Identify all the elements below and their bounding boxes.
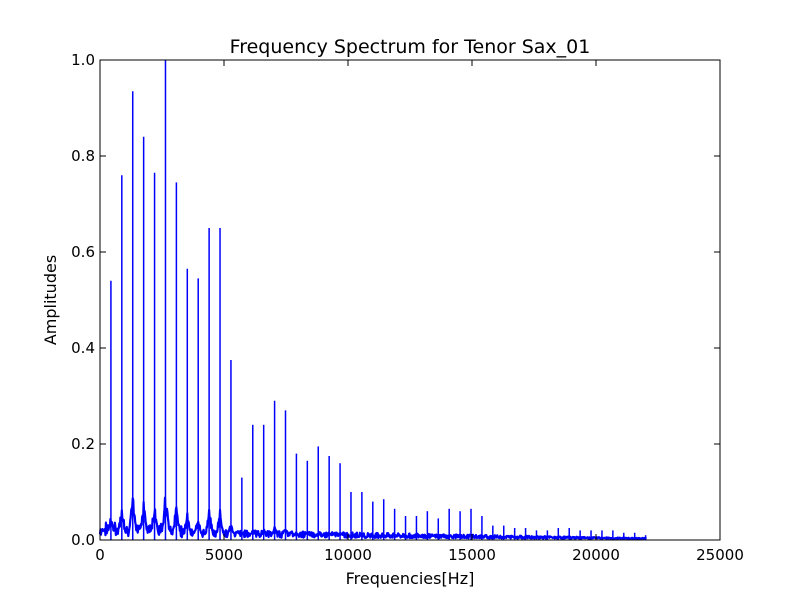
- y-axis-label: Amplitudes: [41, 255, 60, 345]
- plot-area: [98, 60, 648, 540]
- x-tick-label: 15000: [448, 546, 496, 564]
- y-tick-label: 0.2: [71, 435, 95, 453]
- chart-title: Frequency Spectrum for Tenor Sax_01: [230, 36, 591, 58]
- y-tick-label: 1.0: [71, 51, 95, 69]
- x-tick-label: 5000: [205, 546, 243, 564]
- y-tick-label: 0.4: [71, 339, 95, 357]
- x-tick-label: 0: [95, 546, 105, 564]
- y-tick-label: 0.0: [71, 531, 95, 549]
- x-tick-label: 20000: [572, 546, 620, 564]
- axes-frame: [99, 59, 721, 541]
- x-tick-label: 25000: [696, 546, 744, 564]
- x-tick-label: 10000: [324, 546, 372, 564]
- x-axis-label: Frequencies[Hz]: [346, 569, 475, 588]
- y-tick-label: 0.6: [71, 243, 95, 261]
- axis-ticks: 0 5000 10000 15000 20000 25000 0.0 0.2 0.4 0.6 0.8…: [71, 51, 744, 564]
- y-tick-label: 0.8: [71, 147, 95, 165]
